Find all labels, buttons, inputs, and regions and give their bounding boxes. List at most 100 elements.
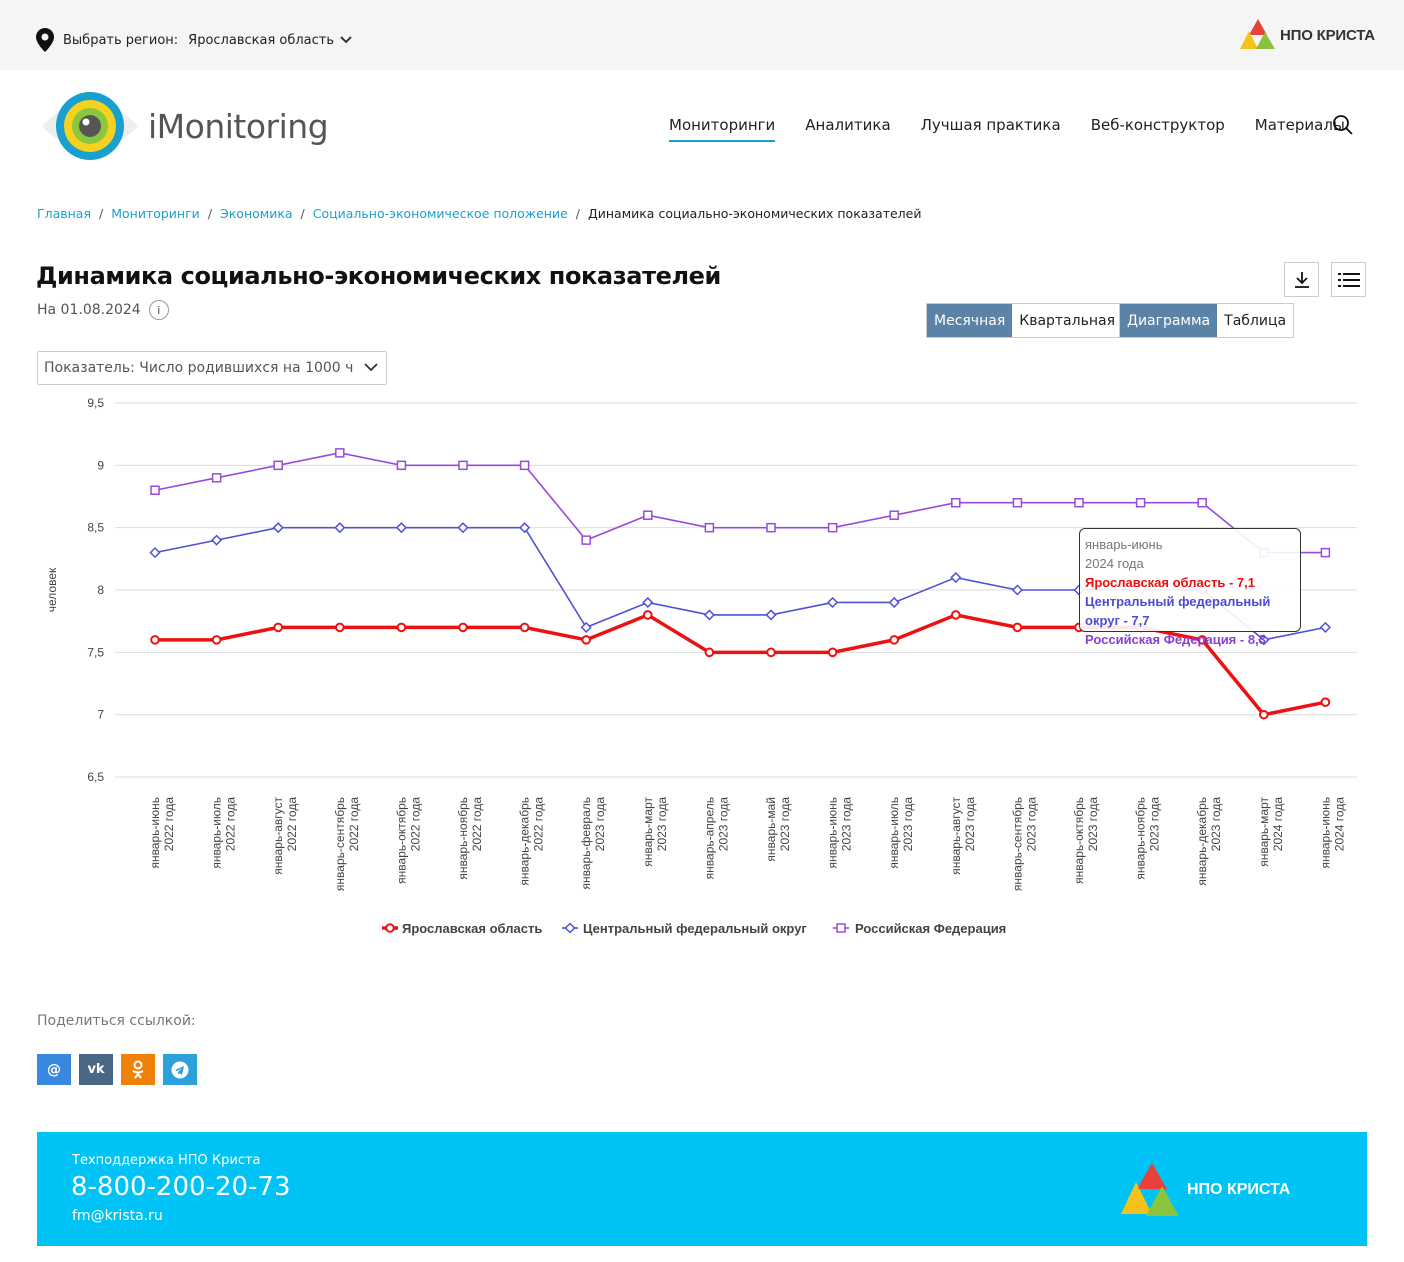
breadcrumb-monitorings[interactable]: Мониторинги (111, 206, 200, 221)
x-tick-label: январь-октябрь2023 года (1072, 797, 1100, 884)
nav-item-monitorings[interactable]: Мониторинги (669, 116, 776, 142)
indicator-value: Показатель: Число родившихся на 1000 чел… (44, 360, 354, 376)
top-bar: Выбрать регион: Ярославская область НПО … (0, 0, 1404, 70)
x-tick-label: январь-май2023 года (764, 797, 792, 862)
krista-brand-name: НПО КРИСТА (1280, 26, 1375, 44)
breadcrumb-socioeconomic[interactable]: Социально-экономическое положение (312, 206, 568, 221)
legend-label: Ярославская область (402, 921, 542, 936)
data-point-cfo (272, 522, 284, 534)
data-point-rf (1197, 497, 1207, 508)
data-point-rf (889, 510, 899, 520)
krista-logo-icon (1121, 1163, 1179, 1216)
x-tick-label: январь-февраль2023 года (579, 797, 607, 890)
footer-brand-name: НПО КРИСТА (1187, 1181, 1291, 1198)
region-value[interactable]: Ярославская область (188, 32, 335, 48)
data-point-yaroslavl (396, 622, 407, 633)
x-tick-label: январь-март2023 года (641, 797, 669, 867)
data-point-rf (1135, 497, 1146, 508)
data-point-yaroslavl (519, 622, 530, 633)
info-icon[interactable]: i (148, 300, 169, 320)
data-point-yaroslavl (889, 635, 900, 645)
legend-marker (564, 922, 576, 934)
page-date: На 01.08.2024 i (37, 300, 169, 320)
x-tick-label: январь-июль2023 года (887, 797, 915, 869)
legend-marker (836, 923, 846, 933)
nav-item-web-constructor[interactable]: Веб-конструктор (1090, 116, 1225, 134)
x-tick-label: январь-июнь2024 года (1318, 797, 1346, 869)
app-logo[interactable]: iMonitoring (40, 88, 329, 164)
tooltip-cfo: Центральный федеральный округ - 7,7 (1085, 594, 1271, 628)
region-selector[interactable]: Выбрать регион: Ярославская область (36, 28, 352, 52)
data-point-cfo (1319, 621, 1331, 633)
breadcrumb-separator: / (207, 206, 213, 221)
search-icon[interactable] (1332, 114, 1354, 136)
region-label: Выбрать регион: (63, 32, 179, 48)
list-menu-icon (1337, 272, 1360, 287)
legend-label: Центральный федеральный округ (583, 921, 807, 936)
data-point-rf (211, 473, 222, 483)
krista-logo[interactable]: НПО КРИСТА (1240, 18, 1375, 52)
nav-item-best-practice[interactable]: Лучшая практика (920, 116, 1061, 134)
data-point-yaroslavl (581, 635, 592, 645)
chart-tooltip: январь-июнь 2024 года Ярославская област… (1079, 528, 1301, 647)
data-point-rf (335, 448, 345, 458)
x-tick-label: январь-сентябрь2022 года (333, 797, 361, 891)
data-point-rf (150, 485, 160, 496)
x-tick-label: январь-август2022 года (271, 796, 299, 874)
data-point-cfo (1011, 584, 1023, 596)
view-table[interactable]: Таблица (1217, 304, 1294, 337)
data-point-cfo (149, 547, 161, 559)
vk-icon[interactable]: vk (79, 1054, 113, 1085)
menu-button[interactable] (1331, 262, 1366, 297)
main-nav: Мониторинги Аналитика Лучшая практика Ве… (669, 116, 1375, 142)
footer-logo[interactable]: НПО КРИСТА (1119, 1162, 1290, 1218)
nav-item-analytics[interactable]: Аналитика (805, 116, 891, 134)
x-tick-label: январь-июль2022 года (210, 797, 238, 869)
y-tick-label: 7,5 (87, 645, 104, 659)
data-point-yaroslavl (458, 622, 468, 633)
data-point-rf (643, 510, 653, 520)
y-tick-label: 8 (97, 583, 104, 597)
series-line-2 (154, 452, 1326, 554)
period-monthly[interactable]: Месячная (927, 304, 1013, 337)
data-point-cfo (950, 571, 962, 584)
y-tick-label: 6,5 (87, 770, 104, 784)
period-quarterly[interactable]: Квартальная (1012, 304, 1122, 337)
data-point-rf (273, 460, 283, 471)
y-tick-label: 7 (97, 708, 104, 722)
mail-icon[interactable]: @ (37, 1054, 71, 1085)
data-point-yaroslavl (1012, 622, 1023, 633)
x-tick-label: январь-март2024 года (1257, 797, 1285, 867)
data-point-yaroslavl (1197, 635, 1207, 645)
tooltip-yaroslavl: Ярославская область - 7,1 (1085, 575, 1255, 590)
data-point-rf (1074, 497, 1084, 508)
line-chart: 9,5 9 8,5 8 7,5 7 6,5 человек январь-июнь2022 го… (45, 396, 1357, 936)
data-point-cfo (642, 596, 654, 609)
data-point-rf (1320, 547, 1331, 558)
data-point-rf (581, 535, 591, 545)
breadcrumb-home[interactable]: Главная (37, 206, 91, 221)
data-point-cfo (827, 596, 839, 609)
data-point-rf (396, 460, 407, 471)
x-tick-label: январь-ноябрь2022 года (456, 797, 484, 880)
data-point-rf (766, 522, 776, 533)
data-point-yaroslavl (1259, 709, 1269, 720)
breadcrumb-economy[interactable]: Экономика (220, 206, 293, 221)
share-buttons: @ vk (37, 1054, 205, 1085)
download-button[interactable] (1284, 262, 1319, 297)
mail-glyph: @ (47, 1061, 61, 1078)
app-name: iMonitoring (148, 106, 329, 146)
share-label: Поделиться ссылкой: (37, 1013, 196, 1029)
indicator-select[interactable]: Показатель: Число родившихся на 1000 чел… (37, 351, 387, 385)
legend-label: Российская Федерация (855, 921, 1006, 936)
data-point-yaroslavl (643, 610, 653, 620)
eye-logo-icon (42, 92, 138, 160)
data-point-rf (827, 522, 838, 533)
nav-item-materials[interactable]: Материалы (1254, 116, 1345, 134)
krista-logo-icon (1240, 19, 1275, 49)
support-email[interactable]: fm@krista.ru (72, 1208, 163, 1224)
view-chart[interactable]: Диаграмма (1120, 304, 1218, 337)
ok-icon[interactable] (121, 1054, 155, 1085)
telegram-icon[interactable] (163, 1054, 197, 1085)
support-phone[interactable]: 8-800-200-20-73 (71, 1172, 291, 1202)
